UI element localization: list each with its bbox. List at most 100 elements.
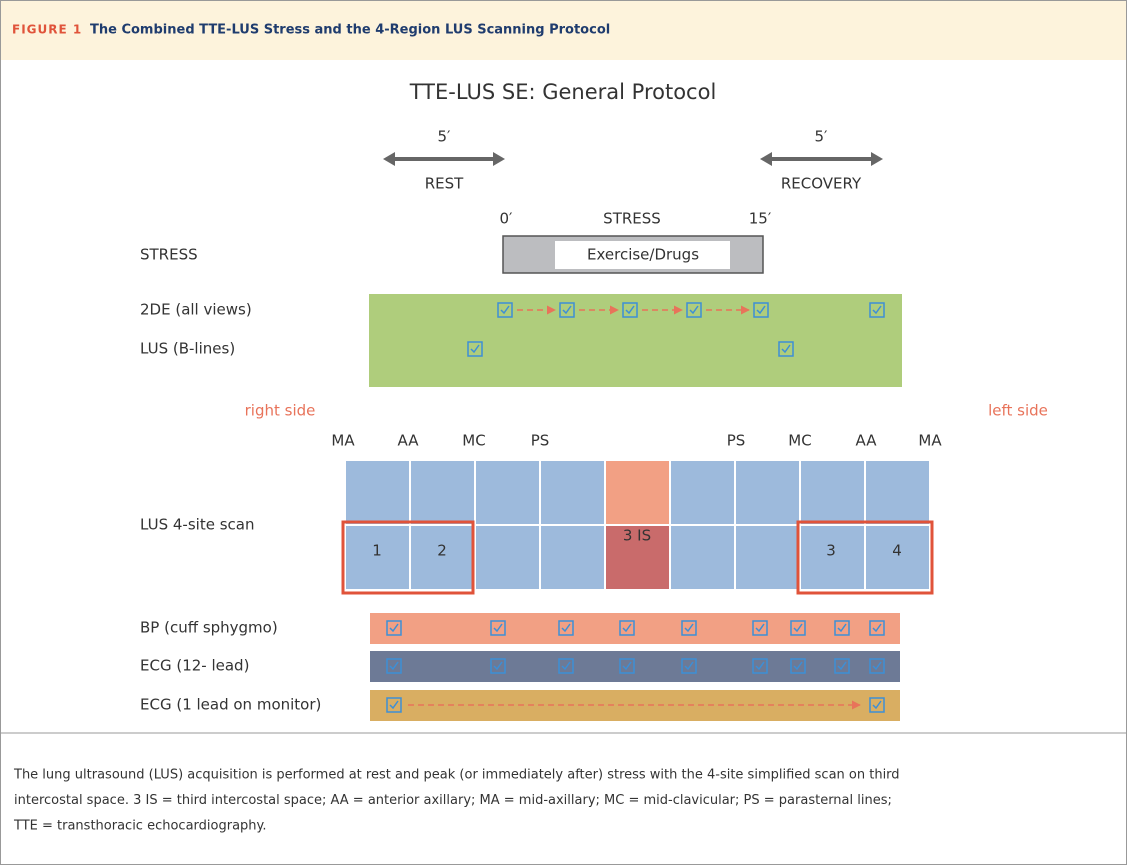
- stress-label: STRESS: [603, 210, 661, 228]
- phase-label: REST: [425, 175, 464, 193]
- row-label: STRESS: [140, 246, 198, 264]
- scan-cell: [799, 459, 866, 526]
- checkbox: [386, 658, 402, 674]
- scan-cell: [734, 459, 801, 526]
- checkbox: [834, 620, 850, 636]
- checkmark: [625, 305, 635, 315]
- region-box: [341, 520, 475, 595]
- header-band: [0, 0, 1127, 60]
- checkmark: [781, 344, 791, 354]
- checkmark: [470, 344, 480, 354]
- checkmark: [561, 661, 571, 671]
- column-label: AA: [856, 432, 878, 450]
- scan-cell: [344, 524, 411, 591]
- column-label: MA: [918, 432, 942, 450]
- checkmark: [755, 661, 765, 671]
- checkmark: [389, 623, 399, 633]
- row-label: ECG (12- lead): [140, 657, 249, 675]
- scan-cell: [344, 459, 411, 526]
- checkmark: [872, 700, 882, 710]
- checkbox: [778, 341, 794, 357]
- checkmark: [689, 305, 699, 315]
- scan-cell: [539, 459, 606, 526]
- checkmark: [684, 623, 694, 633]
- checkbox: [490, 620, 506, 636]
- checkmark: [493, 623, 503, 633]
- duration: 5′: [815, 128, 829, 146]
- monitor-band: [370, 651, 900, 682]
- checkbox: [559, 302, 575, 318]
- column-label: MA: [331, 432, 355, 450]
- checkbox: [869, 697, 885, 713]
- checkmark: [561, 623, 571, 633]
- region-box: [796, 520, 934, 595]
- side-label: left side: [988, 402, 1048, 420]
- checkmark: [389, 661, 399, 671]
- column-label: PS: [727, 432, 746, 450]
- checkmark: [755, 623, 765, 633]
- column-label: MC: [788, 432, 811, 450]
- stress-inner: [555, 241, 730, 269]
- caption-line: intercostal space. 3 IS = third intercos…: [14, 793, 892, 808]
- phase-label: RECOVERY: [781, 175, 862, 193]
- checkbox: [790, 658, 806, 674]
- row-label: ECG (1 lead on monitor): [140, 696, 321, 714]
- checkmark: [793, 661, 803, 671]
- checkmark: [793, 623, 803, 633]
- scan-cell: [409, 524, 476, 591]
- scan-cell: [409, 459, 476, 526]
- arrow-head: [760, 152, 772, 166]
- echo-band: [369, 294, 902, 387]
- checkbox: [686, 302, 702, 318]
- checkmark: [493, 661, 503, 671]
- figure-title: The Combined TTE-LUS Stress and the 4-Re…: [90, 23, 610, 38]
- checkbox: [869, 620, 885, 636]
- scan-cell: [474, 524, 541, 591]
- scan-cell: [474, 459, 541, 526]
- checkbox: [681, 620, 697, 636]
- checkmark: [872, 661, 882, 671]
- checkmark: [500, 305, 510, 315]
- checkbox: [386, 697, 402, 713]
- scan-cell: [864, 524, 931, 591]
- checkmark: [622, 623, 632, 633]
- stress-box-label: Exercise/Drugs: [587, 246, 699, 264]
- caption-line: TTE = transthoracic echocardiography.: [13, 819, 267, 834]
- checkbox: [386, 620, 402, 636]
- checkbox: [834, 658, 850, 674]
- column-label: AA: [398, 432, 420, 450]
- time-end: 15′: [749, 210, 772, 228]
- arrow-head: [493, 152, 505, 166]
- row-label: 2DE (all views): [140, 301, 252, 319]
- arrow-head: [383, 152, 395, 166]
- checkmark: [562, 305, 572, 315]
- checkbox: [619, 620, 635, 636]
- checkbox: [753, 302, 769, 318]
- cell-label: 3: [826, 542, 836, 560]
- column-label: MC: [462, 432, 485, 450]
- checkmark: [622, 661, 632, 671]
- column-label: PS: [531, 432, 550, 450]
- scan-cell: [734, 524, 801, 591]
- arrow-head: [871, 152, 883, 166]
- checkbox: [490, 658, 506, 674]
- scan-cell: [604, 459, 671, 526]
- checkbox: [467, 341, 483, 357]
- checkmark: [872, 623, 882, 633]
- side-label: right side: [245, 402, 316, 420]
- scan-cell: [604, 524, 671, 591]
- cell-label: 1: [372, 542, 382, 560]
- duration: 5′: [438, 128, 452, 146]
- checkmark: [837, 623, 847, 633]
- row-label: LUS (B-lines): [140, 340, 235, 358]
- checkbox: [681, 658, 697, 674]
- scan-cell: [539, 524, 606, 591]
- row-label: LUS 4-site scan: [140, 516, 254, 534]
- checkmark: [872, 305, 882, 315]
- checkbox: [869, 302, 885, 318]
- cell-label: 3 IS: [623, 527, 651, 545]
- monitor-band: [370, 613, 900, 644]
- checkbox: [752, 620, 768, 636]
